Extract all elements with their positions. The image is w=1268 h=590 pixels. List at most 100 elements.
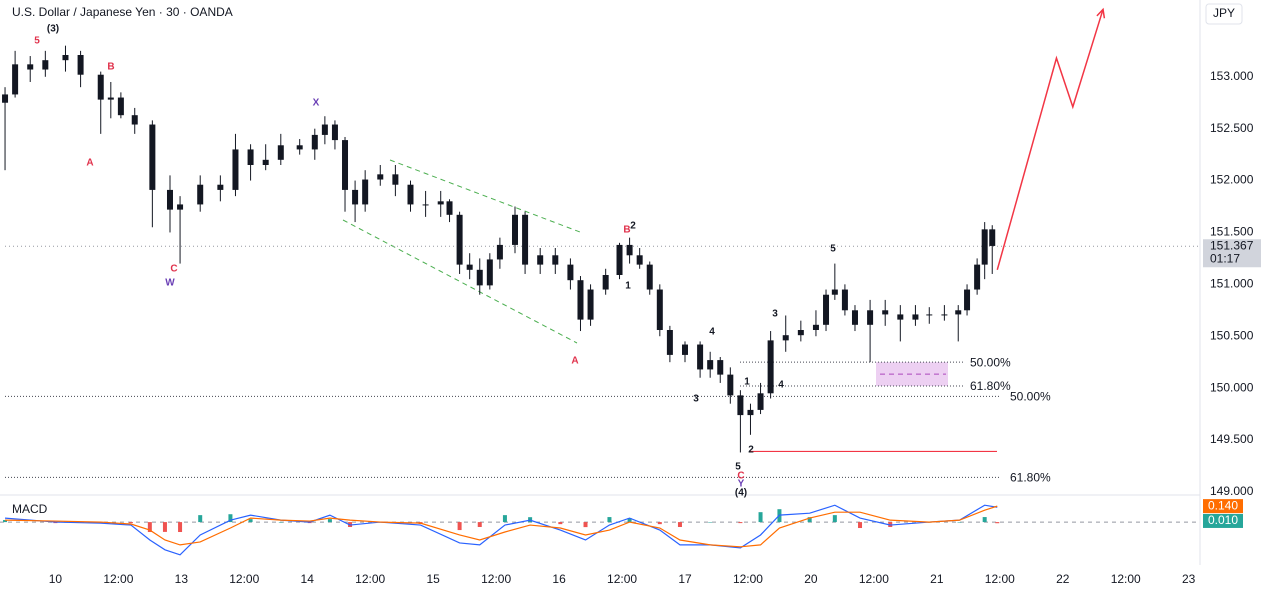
macd-histogram-bar: [327, 519, 332, 523]
wave-label: B: [107, 62, 114, 73]
x-tick-label: 12:00: [985, 572, 1015, 586]
wave-label: 3: [693, 394, 699, 405]
candle-body: [166, 189, 173, 210]
macd-histogram-bar: [677, 522, 682, 527]
candle-body: [352, 189, 359, 205]
wave-label: 4: [709, 327, 715, 338]
chart-title: U.S. Dollar / Japanese Yen · 30 · OANDA: [12, 5, 233, 19]
wave-label: C: [737, 471, 744, 482]
wave-label: (4): [735, 488, 747, 499]
candle-body: [567, 264, 574, 281]
x-tick-label: 21: [930, 572, 944, 586]
candle-body: [851, 310, 858, 325]
macd-histogram-bar: [627, 518, 632, 523]
wave-label: 4: [778, 380, 784, 391]
macd-histogram-bar: [995, 522, 1000, 524]
wave-label: 2: [748, 445, 754, 456]
wave-label: 5: [34, 36, 40, 47]
candle-body: [311, 134, 318, 150]
fib-level-label: 50.00%: [970, 355, 1011, 369]
macd-histogram-bar: [248, 519, 253, 523]
candle-body: [486, 259, 493, 286]
candle-body: [717, 360, 724, 375]
candle-body: [77, 55, 84, 75]
macd-histogram-bar: [558, 522, 563, 525]
candle-body: [616, 244, 623, 275]
candle-body: [681, 344, 688, 355]
candle-body: [897, 314, 904, 320]
candle-body: [331, 124, 338, 141]
wave-label: B: [623, 225, 630, 236]
candle-body: [446, 201, 453, 215]
candle-body: [131, 115, 138, 125]
candle-body: [926, 314, 933, 316]
y-tick-label: 152.000: [1210, 173, 1254, 187]
candle-body: [636, 255, 643, 265]
macd-histogram-bar: [198, 515, 203, 523]
macd-histogram-bar: [162, 522, 167, 532]
macd-signal-line: [5, 505, 998, 548]
candle-body: [955, 310, 962, 315]
x-tick-label: 12:00: [859, 572, 889, 586]
candle-body: [666, 330, 673, 355]
macd-histogram-bar: [457, 522, 462, 531]
macd-histogram-bar: [708, 522, 713, 523]
y-tick-label: 150.000: [1210, 380, 1254, 394]
macd-histogram-bar: [957, 522, 962, 523]
candle-body: [27, 64, 34, 70]
candle-body: [823, 294, 830, 325]
x-tick-label: 16: [552, 572, 566, 586]
x-tick-label: 23: [1182, 572, 1196, 586]
wave-label: A: [571, 356, 578, 367]
currency: JPY: [1213, 6, 1235, 20]
macd-histogram-bar: [583, 522, 588, 528]
x-tick-label: 12:00: [733, 572, 763, 586]
candle-body: [456, 214, 463, 265]
candle-body: [362, 179, 369, 205]
macd-histogram-bar: [178, 522, 183, 533]
y-tick-label: 151.000: [1210, 277, 1254, 291]
candle-body: [321, 124, 328, 135]
wave-label: 1: [625, 281, 631, 292]
y-tick-label: 152.500: [1210, 121, 1254, 135]
x-tick-label: 12:00: [607, 572, 637, 586]
x-tick-label: 10: [49, 572, 63, 586]
macd-readout-box: [1203, 499, 1243, 514]
macd-readout-box: [1203, 513, 1243, 528]
macd-histogram-bar: [607, 517, 612, 523]
candle-body: [626, 244, 633, 256]
wave-label: A: [86, 158, 93, 169]
candle-body: [782, 335, 789, 341]
wave-label: 1: [744, 377, 750, 388]
candle-body: [974, 264, 981, 290]
candle-body: [989, 229, 996, 246]
macd-readout-label: 0.010: [1208, 513, 1238, 527]
channel-line: [342, 219, 578, 344]
currency-box: [1205, 3, 1243, 25]
macd-histogram-bar: [832, 515, 837, 523]
candle-body: [867, 310, 874, 325]
macd-histogram-bar: [738, 522, 743, 524]
candle-body: [437, 201, 444, 205]
candle-body: [912, 314, 919, 320]
candle-body: [537, 255, 544, 265]
wave-label: C: [170, 264, 177, 275]
candle-body: [262, 159, 269, 165]
candle-body: [149, 124, 156, 190]
wave-label: 5: [830, 244, 836, 255]
candle-body: [602, 275, 609, 290]
projection-arrowhead: [1096, 7, 1106, 19]
wave-label: 2: [630, 221, 636, 232]
candle-body: [392, 174, 399, 185]
macd-histogram-bar: [228, 514, 233, 523]
x-tick-label: 17: [678, 572, 692, 586]
candle-body: [407, 184, 414, 205]
candle-body: [476, 269, 483, 286]
candle-body: [812, 324, 819, 330]
countdown-label: 01:17: [1210, 251, 1240, 265]
x-tick-label: 15: [426, 572, 440, 586]
candle-body: [422, 204, 429, 206]
x-tick-label: 12:00: [1111, 572, 1141, 586]
candle-body: [552, 255, 559, 265]
